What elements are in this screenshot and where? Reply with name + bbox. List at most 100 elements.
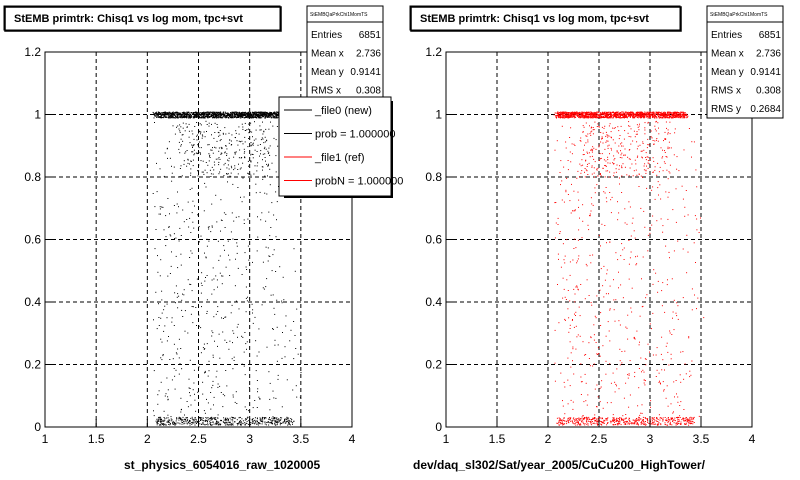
scatter-point (186, 111, 188, 113)
scatter-point (189, 359, 191, 361)
scatter-point (229, 421, 231, 423)
scatter-point (242, 143, 244, 145)
scatter-point (222, 114, 224, 115)
scatter-point (200, 327, 202, 329)
scatter-point (667, 421, 669, 423)
scatter-point (619, 112, 621, 114)
scatter-point (179, 113, 181, 115)
scatter-point (586, 421, 588, 423)
scatter-point (234, 151, 236, 153)
scatter-point (153, 370, 155, 372)
scatter-point (233, 156, 235, 158)
scatter-point (293, 321, 295, 322)
scatter-point (691, 422, 693, 424)
scatter-point (232, 115, 234, 117)
scatter-point (182, 122, 184, 124)
scatter-point (650, 423, 652, 425)
scatter-point (222, 331, 224, 333)
scatter-point (202, 135, 204, 137)
scatter-point (683, 115, 685, 117)
scatter-point (684, 420, 686, 422)
scatter-point (554, 329, 556, 331)
scatter-point (161, 112, 163, 114)
scatter-point (245, 116, 247, 118)
scatter-point (592, 418, 594, 420)
scatter-point (215, 424, 217, 426)
scatter-point (612, 420, 614, 422)
scatter-point (186, 219, 188, 220)
scatter-point (190, 160, 192, 162)
scatter-point (235, 391, 237, 393)
scatter-point (264, 192, 266, 194)
scatter-point (180, 145, 182, 147)
scatter-point (239, 117, 241, 119)
scatter-point (669, 419, 671, 421)
scatter-point (684, 215, 686, 217)
scatter-point (274, 417, 276, 419)
scatter-point (182, 418, 184, 420)
scatter-point (654, 113, 656, 115)
scatter-point (219, 255, 221, 257)
scatter-point (192, 116, 194, 118)
scatter-point (270, 113, 272, 115)
scatter-point (167, 398, 169, 400)
scatter-point (261, 111, 263, 113)
scatter-point (229, 417, 231, 419)
scatter-point (233, 117, 235, 118)
scatter-point (245, 112, 247, 114)
scatter-point (682, 111, 684, 113)
scatter-point (566, 111, 568, 113)
scatter-point (647, 114, 649, 116)
scatter-point (632, 111, 634, 113)
scatter-point (593, 115, 595, 117)
scatter-point (191, 151, 193, 153)
scatter-point (229, 275, 231, 276)
scatter-point (187, 279, 189, 281)
scatter-point (252, 422, 254, 424)
scatter-point (652, 117, 654, 119)
scatter-point (187, 420, 189, 422)
scatter-point (606, 115, 608, 117)
scatter-point (253, 139, 255, 141)
scatter-point (638, 418, 640, 420)
scatter-point (158, 419, 160, 421)
scatter-point (683, 420, 685, 422)
scatter-point (217, 424, 219, 426)
scatter-point (208, 226, 210, 228)
scatter-point (213, 137, 215, 139)
scatter-point (161, 116, 163, 118)
scatter-point (215, 275, 217, 277)
scatter-point (560, 112, 562, 114)
scatter-point (248, 173, 249, 175)
scatter-point (212, 116, 214, 118)
scatter-point (666, 418, 668, 420)
scatter-point (170, 423, 171, 425)
scatter-point (244, 424, 246, 426)
scatter-point (598, 111, 600, 113)
scatter-point (576, 111, 577, 113)
scatter-point (683, 114, 685, 116)
scatter-point (684, 423, 686, 425)
scatter-point (653, 269, 655, 271)
scatter-point (623, 421, 625, 423)
scatter-point (172, 421, 174, 423)
scatter-point (625, 115, 626, 117)
scatter-point (227, 418, 229, 420)
scatter-point (182, 416, 184, 418)
scatter-point (655, 112, 657, 114)
scatter-point (252, 142, 254, 144)
scatter-point (183, 289, 185, 291)
scatter-point (658, 423, 660, 425)
scatter-point (238, 111, 240, 113)
scatter-point (206, 275, 208, 276)
scatter-point (615, 114, 617, 116)
scatter-point (650, 114, 652, 116)
scatter-point (614, 421, 615, 423)
scatter-point (183, 294, 185, 296)
scatter-point (556, 423, 558, 424)
scatter-point (593, 167, 595, 169)
scatter-point (644, 111, 646, 113)
scatter-point (199, 419, 201, 421)
scatter-point (263, 148, 265, 150)
scatter-point (171, 114, 173, 116)
